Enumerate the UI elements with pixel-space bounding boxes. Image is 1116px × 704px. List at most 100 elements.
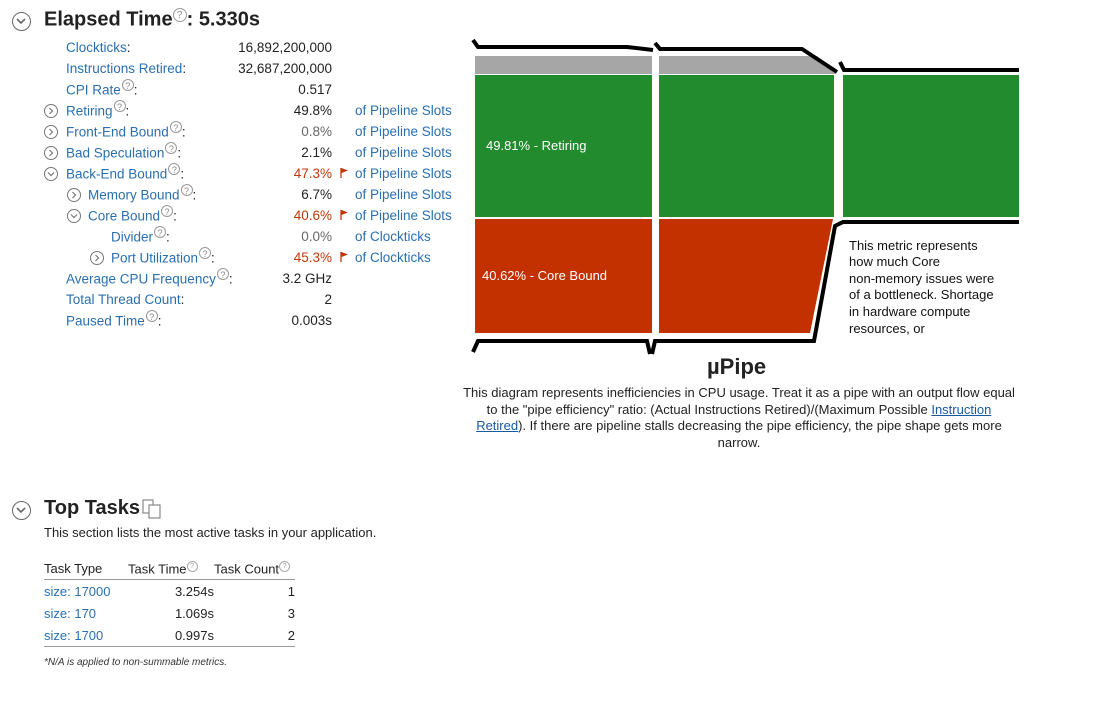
help-icon[interactable]: ? — [169, 121, 182, 133]
metric-label[interactable]: Average CPU Frequency?: — [66, 268, 233, 287]
table-row: size: 1700 0.997s 2 — [44, 624, 295, 647]
expand-icon[interactable] — [67, 188, 81, 202]
column-header-task-time[interactable]: Task Time? — [128, 556, 214, 580]
help-icon[interactable]: ? — [113, 100, 126, 112]
expand-icon[interactable] — [44, 125, 58, 139]
flag-icon — [340, 252, 348, 262]
elapsed-time-colon: : — [186, 8, 194, 31]
expand-icon[interactable] — [44, 104, 58, 118]
metric-row-paused: Paused Time?: 0.003s — [0, 310, 470, 331]
task-count: 1 — [287, 583, 295, 599]
help-icon[interactable]: ? — [154, 226, 167, 238]
collapse-top-tasks-icon[interactable] — [12, 501, 31, 520]
help-icon[interactable]: ? — [172, 8, 187, 22]
metric-row-retiring: Retiring?: 49.8% of Pipeline Slots — [0, 100, 470, 121]
metric-label[interactable]: Retiring?: — [66, 100, 130, 119]
metric-label[interactable]: Total Thread Count: — [66, 292, 185, 307]
help-icon[interactable]: ? — [199, 247, 212, 259]
task-time: 3.254s — [174, 583, 214, 599]
copy-icon[interactable] — [141, 498, 163, 520]
metric-label[interactable]: Front-End Bound?: — [66, 121, 186, 140]
pipe-outline-top — [838, 61, 1019, 72]
metric-value: 6.7% — [301, 187, 332, 202]
metric-value: 40.6% — [293, 208, 332, 223]
metric-unit[interactable]: of Pipeline Slots — [355, 103, 452, 118]
expand-icon[interactable] — [44, 146, 58, 160]
collapse-icon[interactable] — [44, 167, 58, 181]
help-icon[interactable]: ? — [145, 310, 158, 322]
metric-unit[interactable]: of Clockticks — [355, 250, 431, 265]
help-icon[interactable]: ? — [216, 268, 229, 280]
instruction-retired-link[interactable]: Instruction Retired — [476, 401, 992, 434]
help-icon[interactable]: ? — [121, 79, 134, 91]
metric-unit[interactable]: of Pipeline Slots — [355, 124, 452, 139]
metric-label[interactable]: Paused Time?: — [66, 310, 162, 329]
task-time: 1.069s — [174, 605, 214, 621]
metric-value: 47.3% — [293, 166, 332, 181]
metric-unit[interactable]: of Pipeline Slots — [355, 187, 452, 202]
expand-icon[interactable] — [90, 251, 104, 265]
tooltip-line: resources, or — [849, 321, 926, 336]
metric-unit[interactable]: of Pipeline Slots — [355, 145, 452, 160]
top-tasks-footnote: *N/A is applied to non-summable metrics. — [44, 657, 228, 668]
pipe-core-segment-1[interactable] — [475, 219, 652, 333]
pipe-outline-bottom — [471, 339, 652, 355]
pipe-outline-top — [471, 38, 654, 52]
elapsed-time-value: 5.330s — [198, 8, 260, 31]
collapse-icon[interactable] — [67, 209, 81, 223]
task-type-link[interactable]: size: 1700 — [44, 624, 128, 647]
metric-label[interactable]: Back-End Bound?: — [66, 163, 185, 182]
metric-row-threads: Total Thread Count: 2 — [0, 289, 470, 310]
metric-row-frontend: Front-End Bound?: 0.8% of Pipeline Slots — [0, 121, 470, 142]
metric-label[interactable]: Clockticks: — [66, 40, 131, 55]
metric-unit[interactable]: of Pipeline Slots — [355, 166, 452, 181]
metric-label[interactable]: Instructions Retired: — [66, 61, 187, 76]
help-icon[interactable]: ? — [186, 560, 198, 572]
tooltip-line: of a bottleneck. Shortage — [849, 287, 994, 302]
pipe-outline-bottom — [650, 220, 1019, 355]
pipe-retiring-segment-2[interactable] — [659, 75, 834, 217]
task-type-link[interactable]: size: 17000 — [44, 583, 111, 599]
help-icon[interactable]: ? — [279, 560, 291, 572]
help-icon[interactable]: ? — [165, 142, 178, 154]
metric-unit[interactable]: of Pipeline Slots — [355, 208, 452, 223]
metric-label[interactable]: Divider?: — [111, 226, 170, 245]
collapse-elapsed-icon[interactable] — [12, 12, 31, 31]
metric-value: 0.8% — [301, 124, 332, 139]
metric-unit[interactable]: of Clockticks — [355, 229, 431, 244]
metric-row-divider: Divider?: 0.0% of Clockticks — [0, 226, 470, 247]
metric-label[interactable]: Core Bound?: — [88, 205, 177, 224]
pipe-retiring-segment-1[interactable] — [475, 75, 652, 217]
top-tasks-table: Task Type Task Time? Task Count? size: 1… — [44, 556, 295, 647]
help-icon[interactable]: ? — [161, 205, 174, 217]
metric-value: 49.8% — [293, 103, 332, 118]
task-type-link[interactable]: size: 170 — [44, 605, 97, 621]
metric-row-cpi: CPI Rate?: 0.517 — [0, 79, 470, 100]
metric-label[interactable]: Memory Bound?: — [88, 184, 197, 203]
help-icon[interactable]: ? — [168, 163, 181, 175]
column-header-task-type[interactable]: Task Type — [44, 556, 128, 580]
task-count: 3 — [287, 605, 295, 621]
pipe-outline-top — [653, 41, 839, 74]
metric-value: 3.2 GHz — [282, 271, 332, 286]
top-tasks-description: This section lists the most active tasks… — [44, 525, 377, 540]
metric-row-memory: Memory Bound?: 6.7% of Pipeline Slots — [0, 184, 470, 205]
metric-value: 2 — [324, 292, 332, 307]
metric-label[interactable]: CPI Rate?: — [66, 79, 138, 98]
upipe-caption: This diagram represents inefficiencies i… — [462, 385, 1016, 451]
column-header-task-count[interactable]: Task Count? — [214, 556, 295, 580]
metric-row-instructions: Instructions Retired: 32,687,200,000 — [0, 58, 470, 79]
metric-row-badspec: Bad Speculation?: 2.1% of Pipeline Slots — [0, 142, 470, 163]
pipe-core-segment-2[interactable] — [659, 219, 833, 333]
metric-row-clockticks: Clockticks: 16,892,200,000 — [0, 37, 470, 58]
metric-label[interactable]: Bad Speculation?: — [66, 142, 182, 161]
pipe-retiring-label: 49.81% - Retiring — [486, 138, 586, 153]
metric-label[interactable]: Port Utilization?: — [111, 247, 215, 266]
flag-icon — [340, 210, 348, 220]
metric-value: 45.3% — [293, 250, 332, 265]
help-icon[interactable]: ? — [180, 184, 193, 196]
metric-value: 0.517 — [298, 82, 332, 97]
elapsed-time-title: Elapsed Time — [44, 8, 173, 31]
tooltip-line: in hardware compute — [849, 304, 970, 319]
pipe-retiring-segment-3[interactable] — [843, 75, 1019, 217]
